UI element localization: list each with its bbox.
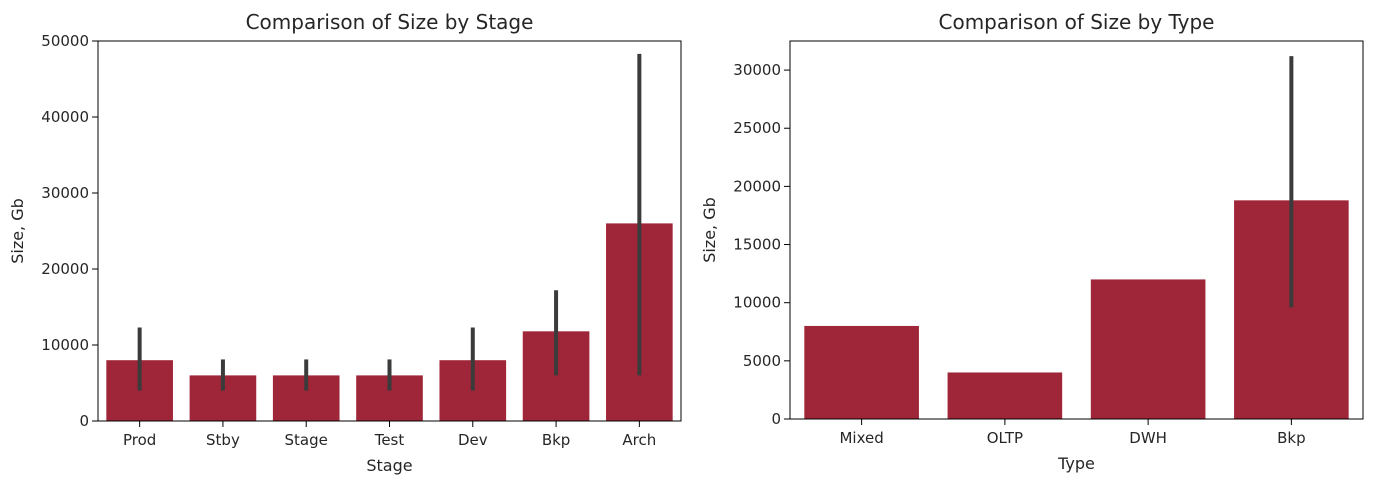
y-tick-label: 40000: [41, 108, 89, 126]
y-tick-label: 30000: [733, 61, 781, 79]
x-tick-label: Dev: [458, 431, 488, 449]
y-tick-label: 0: [771, 410, 781, 428]
x-tick-label: Stage: [285, 431, 328, 449]
x-tick-label: Mixed: [839, 429, 883, 447]
y-tick-label: 25000: [733, 119, 781, 137]
x-tick-label: Bkp: [542, 431, 571, 449]
x-tick-label: Prod: [123, 431, 156, 449]
y-axis-label: Size, Gb: [700, 197, 719, 263]
bar: [804, 325, 919, 419]
bar: [947, 372, 1063, 419]
y-tick-label: 20000: [733, 177, 781, 195]
stage-size-chart: 0 10000 20000 30000 40000 50000 Prod Stby Stage T…: [8, 10, 682, 475]
y-tick-label: 10000: [733, 294, 781, 312]
plot-frame: [789, 40, 1364, 420]
y-tick-label: 10000: [41, 336, 89, 354]
x-axis-label: Type: [1057, 454, 1095, 473]
x-tick-label: Test: [374, 431, 405, 449]
x-axis-label: Stage: [366, 456, 412, 475]
y-tick-label: 50000: [41, 32, 89, 50]
x-tick-label: Arch: [622, 431, 656, 449]
type-size-chart: 0 5000 10000 15000 20000 25000 30000 Mixed OLTP D…: [700, 10, 1364, 473]
chart-title: Comparison of Size by Type: [939, 10, 1215, 34]
x-tick-label: OLTP: [987, 429, 1023, 447]
bar: [1090, 279, 1206, 419]
y-tick-label: 5000: [743, 352, 781, 370]
x-tick-label: Bkp: [1277, 429, 1306, 447]
chart-title: Comparison of Size by Stage: [246, 10, 534, 34]
y-axis-label: Size, Gb: [8, 198, 27, 264]
y-tick-label: 15000: [733, 236, 781, 254]
y-tick-label: 0: [79, 412, 89, 430]
x-tick-label: Stby: [206, 431, 240, 449]
x-tick-label: DWH: [1129, 429, 1167, 447]
y-tick-label: 20000: [41, 260, 89, 278]
y-tick-label: 30000: [41, 184, 89, 202]
